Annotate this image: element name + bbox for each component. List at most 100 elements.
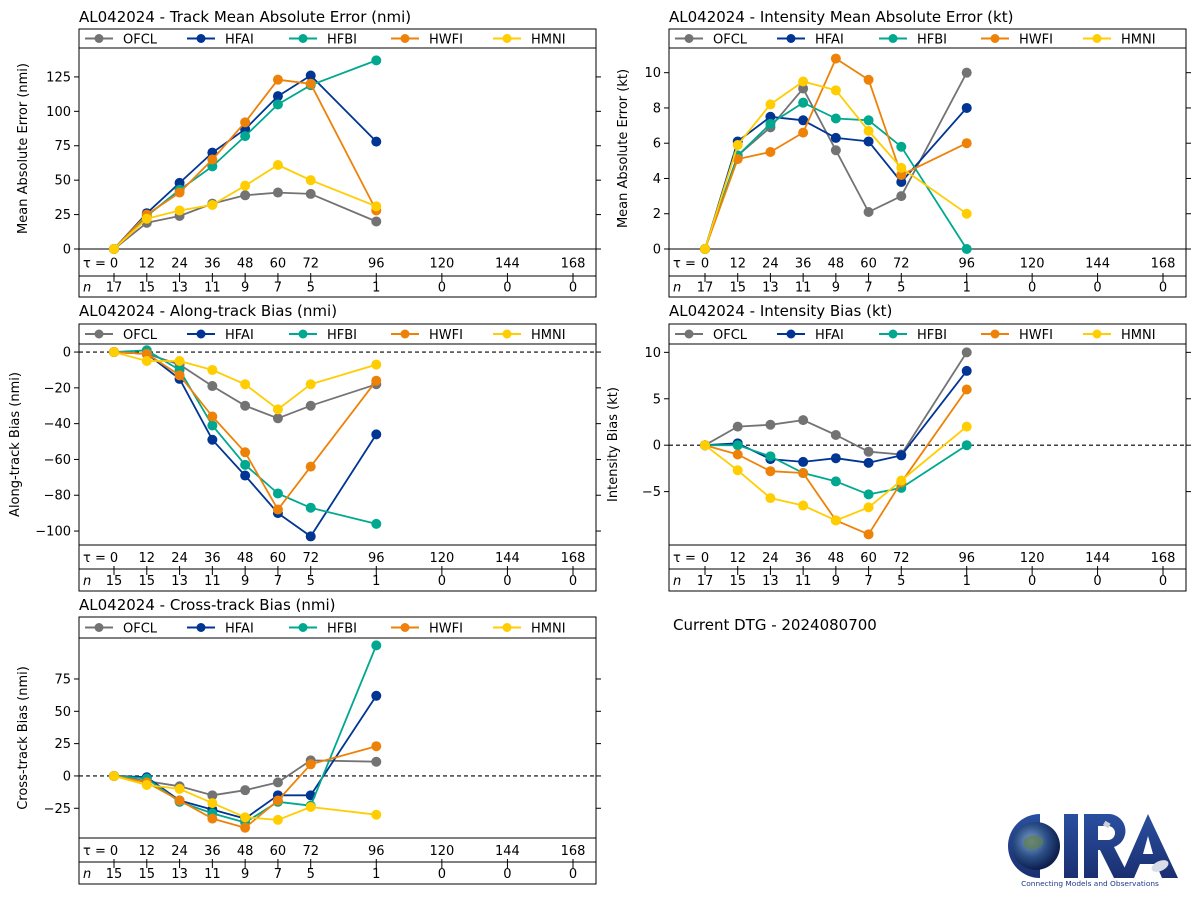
data-point: [732, 421, 743, 432]
chart-frame: [668, 28, 1187, 298]
data-point: [174, 177, 185, 188]
data-point: [207, 798, 218, 809]
y-tick-label: 0: [63, 346, 71, 361]
tau-tick-label: 144: [495, 257, 520, 272]
chart-frame: [668, 323, 1187, 592]
data-point: [272, 99, 283, 110]
legend-marker: [94, 329, 104, 339]
tau-tick-label: 96: [368, 257, 385, 272]
tau-tick-label: 48: [237, 844, 254, 859]
y-tick-label: −20: [44, 381, 71, 396]
legend-entry-hmni: HMNI: [493, 33, 566, 48]
n-count-label: 0: [1028, 574, 1036, 589]
data-point: [272, 814, 283, 825]
tau-tick-label: 12: [139, 257, 156, 272]
n-count-label: 0: [1028, 281, 1036, 296]
data-point: [765, 111, 776, 122]
data-point: [272, 777, 283, 788]
legend-label: HFBI: [327, 33, 357, 48]
n-count-label: 7: [274, 281, 282, 296]
data-point: [896, 141, 907, 152]
y-tick-label: 0: [653, 243, 661, 258]
legend-entry-hfbi: HFBI: [879, 33, 947, 48]
data-point: [732, 440, 743, 451]
tau-tick-label: 60: [270, 844, 287, 859]
n-count-label: 7: [864, 574, 872, 589]
tau-tick-label: 12: [139, 551, 156, 566]
data-point: [240, 812, 251, 823]
legend-label: HMNI: [531, 33, 566, 48]
tau-tick-label: 0: [110, 551, 118, 566]
n-count-label: 5: [307, 281, 315, 296]
data-point: [371, 756, 382, 767]
tau-tick-label: 144: [495, 844, 520, 859]
legend-entry-ofcl: OFCL: [675, 33, 748, 48]
y-axis-label: Mean Absolute Error (kt): [616, 69, 631, 228]
legend-label: HMNI: [531, 328, 566, 343]
data-point: [207, 161, 218, 172]
series-line: [113, 74, 377, 250]
data-point: [830, 515, 841, 526]
data-point: [896, 191, 907, 202]
legend-marker: [298, 623, 308, 632]
data-point: [240, 124, 251, 135]
legend-entry-hfai: HFAI: [777, 328, 844, 343]
logo-letter-a: [1120, 814, 1178, 878]
y-tick-label: 4: [653, 172, 661, 187]
data-point: [732, 449, 743, 460]
tau-tick-label: 12: [729, 257, 746, 272]
n-count-label: 1: [372, 867, 380, 882]
data-point: [863, 125, 874, 136]
n-count-label: 0: [503, 574, 511, 589]
legend-entry-hfbi: HFBI: [289, 33, 357, 48]
data-point: [305, 188, 316, 199]
tau-tick-label: 60: [270, 257, 287, 272]
tau-tick-label: 36: [204, 257, 221, 272]
data-point: [207, 420, 218, 431]
data-point: [961, 421, 972, 432]
series-line: [113, 351, 377, 411]
tau-tick-label: 12: [729, 551, 746, 566]
legend-label: OFCL: [123, 33, 158, 48]
legend-entry-hmni: HMNI: [1083, 328, 1156, 343]
data-point: [371, 741, 382, 752]
legend-entry-ofcl: OFCL: [85, 622, 158, 637]
current-dtg-label: Current DTG - 2024080700: [673, 616, 877, 634]
n-count-label: 9: [241, 574, 249, 589]
data-point: [207, 154, 218, 165]
n-count-label: 15: [106, 574, 123, 589]
n-count-label: 7: [864, 281, 872, 296]
n-row-label: n: [83, 867, 91, 882]
tau-tick-label: 144: [1085, 551, 1110, 566]
data-point: [896, 162, 907, 173]
legend-entry-hfai: HFAI: [777, 33, 844, 48]
n-count-label: 0: [438, 574, 446, 589]
n-count-label: 0: [1159, 574, 1167, 589]
data-point: [700, 440, 710, 451]
n-count-label: 17: [106, 281, 123, 296]
data-point: [961, 440, 972, 451]
series-hmni: [700, 421, 972, 526]
chart-intensity: AL042024 - Intensity Mean Absolute Error…: [616, 8, 1191, 298]
data-point: [207, 199, 218, 210]
legend-entry-hfai: HFAI: [187, 328, 254, 343]
legend-marker: [502, 34, 512, 43]
legend-label: HMNI: [1121, 328, 1156, 343]
y-axis-label: Mean Absolute Error (nmi): [16, 63, 31, 234]
y-tick-label: 6: [653, 137, 661, 152]
data-point: [240, 117, 251, 128]
data-point: [961, 384, 972, 395]
data-point: [830, 429, 841, 440]
data-point: [830, 476, 841, 487]
tau-tick-label: 24: [171, 257, 188, 272]
data-point: [272, 413, 283, 424]
data-point: [272, 488, 283, 499]
tau-tick-label: 120: [1020, 257, 1045, 272]
data-point: [765, 493, 776, 504]
legend-label: HWFI: [429, 33, 463, 48]
data-point: [798, 76, 809, 87]
data-point: [830, 145, 841, 156]
data-point: [305, 461, 316, 472]
tau-tick-label: 24: [171, 844, 188, 859]
tau-tick-label: 120: [1020, 551, 1045, 566]
